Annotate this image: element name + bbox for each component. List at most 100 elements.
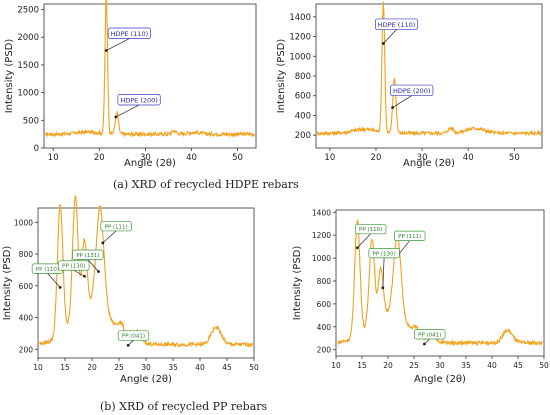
annotation-label: HDPE (110) — [111, 30, 148, 38]
x-tick-label: 40 — [195, 363, 205, 372]
y-tick-label: 200 — [317, 346, 332, 355]
y-tick-label: 200 — [295, 131, 311, 141]
y-tick-label: 400 — [317, 323, 332, 332]
x-tick-label: 50 — [232, 153, 243, 163]
annotation-box — [100, 221, 132, 232]
annotation-label: PP (110) — [359, 227, 382, 233]
annotation-arrow — [106, 38, 130, 51]
peak-annotation: PP (130) — [58, 260, 90, 278]
xrd-series-line — [45, 0, 256, 138]
y-tick-label: 1500 — [17, 61, 39, 71]
xrd-series-line — [39, 194, 253, 349]
annotation-arrow — [392, 95, 412, 108]
x-tick-label: 15 — [357, 361, 367, 370]
y-tick-label: 500 — [23, 116, 39, 126]
y-tick-label: 800 — [317, 277, 332, 286]
x-tick-label: 20 — [94, 153, 105, 163]
x-tick-label: 45 — [222, 363, 232, 372]
peak-annotation: PP (041) — [117, 330, 150, 347]
xrd-series-line — [316, 1, 542, 138]
annotation-arrowhead — [97, 270, 100, 273]
x-axis-label: Angle (2θ) — [120, 374, 172, 385]
annotation-box — [117, 330, 150, 341]
annotation-arrowhead — [104, 49, 108, 52]
annotation-arrowhead — [114, 115, 118, 119]
x-tick-label: 25 — [409, 361, 419, 370]
annotation-arrowhead — [58, 285, 62, 289]
peak-annotation: HDPE (110) — [374, 18, 419, 45]
x-tick-label: 40 — [487, 361, 497, 370]
annotation-arrowhead — [423, 342, 426, 346]
y-axis-label: Intensity (PSD) — [292, 246, 303, 321]
annotation-arrow — [357, 233, 371, 249]
y-tick-label: 1400 — [289, 13, 311, 23]
chart-pp_left: 10 15 20 25 30 35 40 45 50 200 400 600 800 1000 Angle … — [2, 194, 259, 385]
annotation-box — [374, 18, 419, 30]
y-tick-label: 1000 — [14, 218, 33, 227]
annotation-arrow — [382, 257, 385, 288]
x-tick-label: 40 — [186, 153, 197, 163]
y-tick-label: 1200 — [289, 33, 311, 43]
y-tick-label: 800 — [295, 72, 311, 82]
y-tick-label: 1000 — [17, 89, 39, 99]
annotation-box — [107, 27, 151, 39]
y-tick-label: 0 — [34, 144, 39, 154]
x-tick-label: 40 — [463, 153, 474, 163]
caption-pp: (b) XRD of recycled PP rebars — [100, 400, 268, 413]
x-tick-label: 10 — [331, 361, 341, 370]
x-tick-label: 25 — [114, 363, 124, 372]
annotation-arrowhead — [101, 241, 105, 245]
annotation-box — [72, 249, 104, 260]
x-tick-label: 50 — [249, 363, 259, 372]
annotation-arrowhead — [381, 286, 385, 290]
x-tick-label: 35 — [461, 361, 471, 370]
y-tick-label: 1200 — [312, 231, 331, 240]
peak-annotation: PP (110) — [354, 223, 387, 250]
annotation-arrowhead — [83, 274, 86, 278]
x-tick-label: 20 — [371, 153, 382, 163]
y-tick-label: 2000 — [17, 33, 39, 43]
y-tick-label: 1000 — [312, 254, 331, 263]
peak-annotation: HDPE (200) — [114, 94, 161, 119]
x-tick-label: 35 — [168, 363, 178, 372]
x-tick-label: 20 — [383, 361, 393, 370]
annotation-label: PP (130) — [62, 264, 85, 270]
x-tick-label: 10 — [33, 363, 43, 372]
x-tick-label: 50 — [539, 361, 549, 370]
x-axis-label: Angle (2θ) — [403, 158, 455, 169]
y-tick-label: 400 — [295, 111, 311, 121]
annotation-label: HDPE (200) — [120, 96, 157, 104]
y-tick-label: 600 — [295, 92, 311, 102]
annotation-label: HDPE (110) — [378, 21, 415, 29]
plot-frame — [315, 3, 543, 149]
peak-annotation: PP (041) — [414, 329, 446, 346]
peak-annotation: HDPE (200) — [390, 84, 434, 109]
annotation-arrow — [47, 273, 61, 288]
x-axis-label: Angle (2θ) — [124, 158, 176, 169]
annotation-label: PP (131) — [76, 253, 99, 259]
x-tick-label: 50 — [509, 153, 520, 163]
y-tick-label: 800 — [19, 250, 34, 259]
annotation-box — [414, 329, 446, 340]
y-tick-label: 400 — [19, 314, 34, 323]
plot-frame — [43, 3, 257, 149]
annotation-arrowhead — [391, 106, 394, 109]
peak-annotation: HDPE (110) — [104, 27, 151, 52]
annotation-label: PP (130) — [373, 251, 396, 257]
x-tick-label: 15 — [60, 363, 70, 372]
annotation-label: PP (111) — [105, 224, 128, 230]
annotation-arrow — [73, 269, 85, 277]
annotation-label: PP (110) — [36, 267, 59, 273]
peak-annotation: PP (131) — [72, 249, 104, 273]
x-tick-label: 45 — [513, 361, 523, 370]
x-tick-label: 30 — [417, 153, 428, 163]
annotation-label: HDPE (200) — [393, 87, 430, 95]
annotation-arrow — [87, 259, 99, 272]
x-axis-label: Angle (2θ) — [414, 374, 466, 385]
annotation-arrow — [115, 104, 140, 118]
annotation-arrow — [398, 240, 410, 255]
annotation-label: PP (111) — [398, 234, 421, 240]
y-axis-label: Intensity (PSD) — [4, 39, 15, 114]
annotation-box — [390, 84, 434, 96]
